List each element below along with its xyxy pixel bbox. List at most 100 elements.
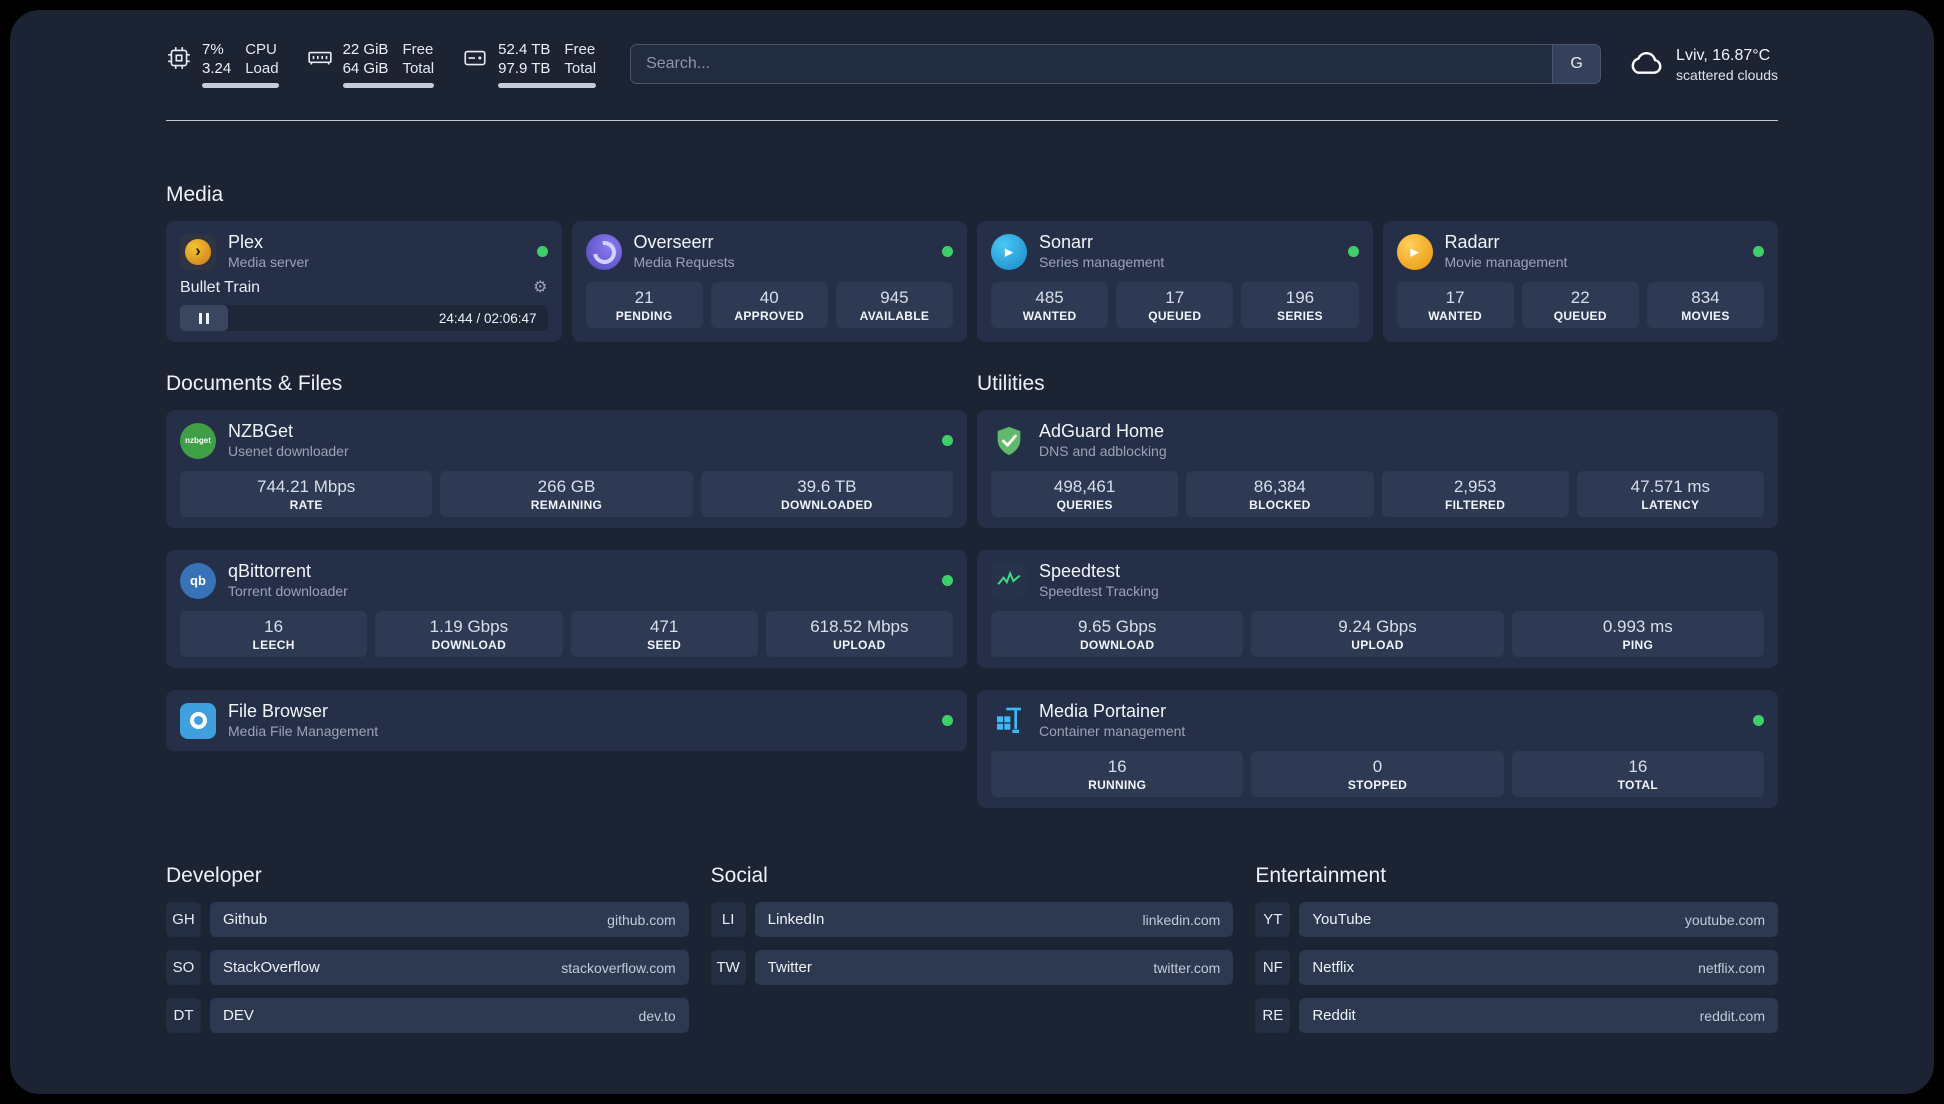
- status-dot: [536, 246, 548, 257]
- dashboard-panel: 7% 3.24 CPU Load: [10, 10, 1934, 1094]
- app-card-portainer[interactable]: Media Portainer Container management 16 …: [977, 690, 1778, 808]
- stat-label: AVAILABLE: [859, 308, 930, 323]
- app-subtitle: Speedtest Tracking: [1039, 583, 1159, 599]
- cpu-percent: 7%: [202, 41, 224, 58]
- bookmark-link-twitter[interactable]: Twitter twitter.com: [754, 950, 1234, 985]
- stat-label: RUNNING: [1088, 777, 1147, 792]
- stat-label: UPLOAD: [1351, 637, 1404, 652]
- stat-value: 16: [1107, 756, 1127, 776]
- stat-value: 40: [759, 287, 779, 307]
- adguard-icon: [991, 423, 1027, 459]
- stat-label: DOWNLOAD: [1079, 637, 1155, 652]
- app-card-filebrowser[interactable]: File Browser Media File Management: [166, 690, 967, 751]
- stat-label: MOVIES: [1681, 308, 1730, 323]
- status-dot: [942, 246, 953, 257]
- list-item: RE Reddit reddit.com: [1255, 998, 1778, 1033]
- storage-metric: 52.4 TB 97.9 TB Free Total: [462, 40, 597, 88]
- nzbget-icon-text: nzbget: [185, 436, 211, 445]
- section-title-social: Social: [710, 864, 768, 887]
- app-card-speedtest[interactable]: Speedtest Speedtest Tracking 9.65 Gbps D…: [977, 550, 1778, 668]
- stat-tile: 196 SERIES: [1241, 282, 1359, 328]
- bookmark-link-dev[interactable]: DEV dev.to: [210, 998, 689, 1033]
- app-name: Plex: [228, 232, 264, 252]
- stat-label: QUEUED: [1553, 308, 1607, 323]
- stat-tile: 744.21 Mbps RATE: [180, 471, 433, 517]
- stat-value: 16: [1628, 756, 1648, 776]
- stat-tile: 618.52 Mbps UPLOAD: [765, 611, 953, 657]
- stat-value: 485: [1035, 287, 1064, 307]
- search-input[interactable]: [631, 45, 1553, 83]
- cpu-load-label: Load: [245, 60, 279, 77]
- bookmark-icon-netflix: NF: [1255, 950, 1291, 985]
- stat-tile: 498,461 QUERIES: [991, 471, 1179, 517]
- bookmark-group-developer: Developer GH Github github.com SO StackO…: [166, 864, 689, 1033]
- bookmark-icon-twitter: TW: [710, 950, 746, 985]
- stat-tile: 16 RUNNING: [991, 751, 1244, 797]
- stat-tile: 266 GB REMAINING: [440, 471, 693, 517]
- search-engine-button[interactable]: G: [1552, 45, 1601, 83]
- bookmark-link-linkedin[interactable]: LinkedIn linkedin.com: [754, 902, 1234, 937]
- app-name: Media Portainer: [1039, 701, 1167, 721]
- stat-tile: 0 STOPPED: [1251, 751, 1504, 797]
- app-name: File Browser: [228, 701, 329, 721]
- storage-icon: [464, 50, 486, 66]
- app-card-adguard[interactable]: AdGuard Home DNS and adblocking 498,461 …: [977, 410, 1778, 528]
- app-name: Radarr: [1444, 232, 1500, 252]
- weather-location: Lviv, 16.87°C: [1676, 46, 1771, 64]
- bookmark-link-github[interactable]: Github github.com: [210, 902, 689, 937]
- app-card-plex[interactable]: › Plex Media server Bullet Train ⚙: [166, 221, 562, 342]
- stat-tile: 16 TOTAL: [1511, 751, 1764, 797]
- stat-value: 9.65 Gbps: [1077, 616, 1157, 636]
- weather-description: scattered clouds: [1676, 66, 1778, 83]
- stat-value: 266 GB: [537, 476, 596, 496]
- gear-icon[interactable]: ⚙: [533, 279, 548, 296]
- stat-tile: 2,953 FILTERED: [1381, 471, 1569, 517]
- section-title-utilities: Utilities: [977, 372, 1045, 395]
- cpu-icon: [168, 47, 190, 69]
- memory-total-value: 64 GiB: [342, 60, 389, 77]
- memory-free-value: 22 GiB: [342, 41, 389, 58]
- bookmark-icon-dev: DT: [166, 998, 201, 1033]
- now-playing-title: Bullet Train: [180, 279, 261, 296]
- app-card-radarr[interactable]: ▸ Radarr Movie management 17 WANTED: [1382, 221, 1778, 342]
- app-card-qbittorrent[interactable]: qb qBittorrent Torrent downloader 16 LEE…: [166, 550, 967, 668]
- section-title-developer: Developer: [166, 864, 262, 887]
- app-name: qBittorrent: [228, 561, 312, 581]
- bookmark-link-netflix[interactable]: Netflix netflix.com: [1299, 950, 1778, 985]
- search-bar: G: [630, 44, 1602, 84]
- player-time: 24:44 / 02:06:47: [438, 310, 537, 326]
- speedtest-icon: [991, 562, 1027, 599]
- app-card-overseerr[interactable]: Overseerr Media Requests 21 PENDING 40 A…: [571, 221, 967, 342]
- stat-tile: 834 MOVIES: [1646, 282, 1765, 328]
- stat-value: 86,384: [1253, 476, 1306, 496]
- section-title-media: Media: [166, 183, 224, 206]
- qbittorrent-icon: qb: [180, 562, 216, 599]
- app-card-sonarr[interactable]: ▸ Sonarr Series management 485 WANTED: [977, 221, 1373, 342]
- bookmark-link-youtube[interactable]: YouTube youtube.com: [1299, 902, 1778, 937]
- stat-value: 9.24 Gbps: [1338, 616, 1417, 636]
- list-item: TW Twitter twitter.com: [710, 950, 1234, 985]
- stat-label: LEECH: [252, 637, 295, 652]
- bookmark-name: Github: [223, 911, 268, 928]
- status-dot: [942, 575, 953, 586]
- bookmark-url: github.com: [607, 911, 676, 928]
- bookmark-name: DEV: [223, 1007, 254, 1024]
- bookmark-url: reddit.com: [1699, 1007, 1765, 1024]
- stat-value: 196: [1285, 287, 1315, 307]
- bookmark-icon-stackoverflow: SO: [166, 950, 201, 985]
- stat-tile: 1.19 Gbps DOWNLOAD: [375, 611, 563, 657]
- bookmark-name: YouTube: [1312, 911, 1372, 928]
- bookmark-link-reddit[interactable]: Reddit reddit.com: [1299, 998, 1778, 1033]
- radarr-icon: ▸: [1396, 233, 1433, 270]
- stat-tile: 40 APPROVED: [710, 282, 828, 328]
- app-subtitle: Media server: [228, 254, 309, 270]
- memory-icon: [307, 51, 332, 65]
- sonarr-icon: ▸: [991, 233, 1027, 270]
- bookmark-icon-github: GH: [166, 902, 201, 937]
- stat-tile: 86,384 BLOCKED: [1186, 471, 1374, 517]
- cpu-label: CPU: [245, 41, 277, 58]
- stat-value: 21: [634, 287, 654, 307]
- app-card-nzbget[interactable]: nzbget NZBGet Usenet downloader 744.21 M…: [166, 410, 967, 528]
- pause-button[interactable]: [180, 305, 228, 331]
- bookmark-link-stackoverflow[interactable]: StackOverflow stackoverflow.com: [210, 950, 689, 985]
